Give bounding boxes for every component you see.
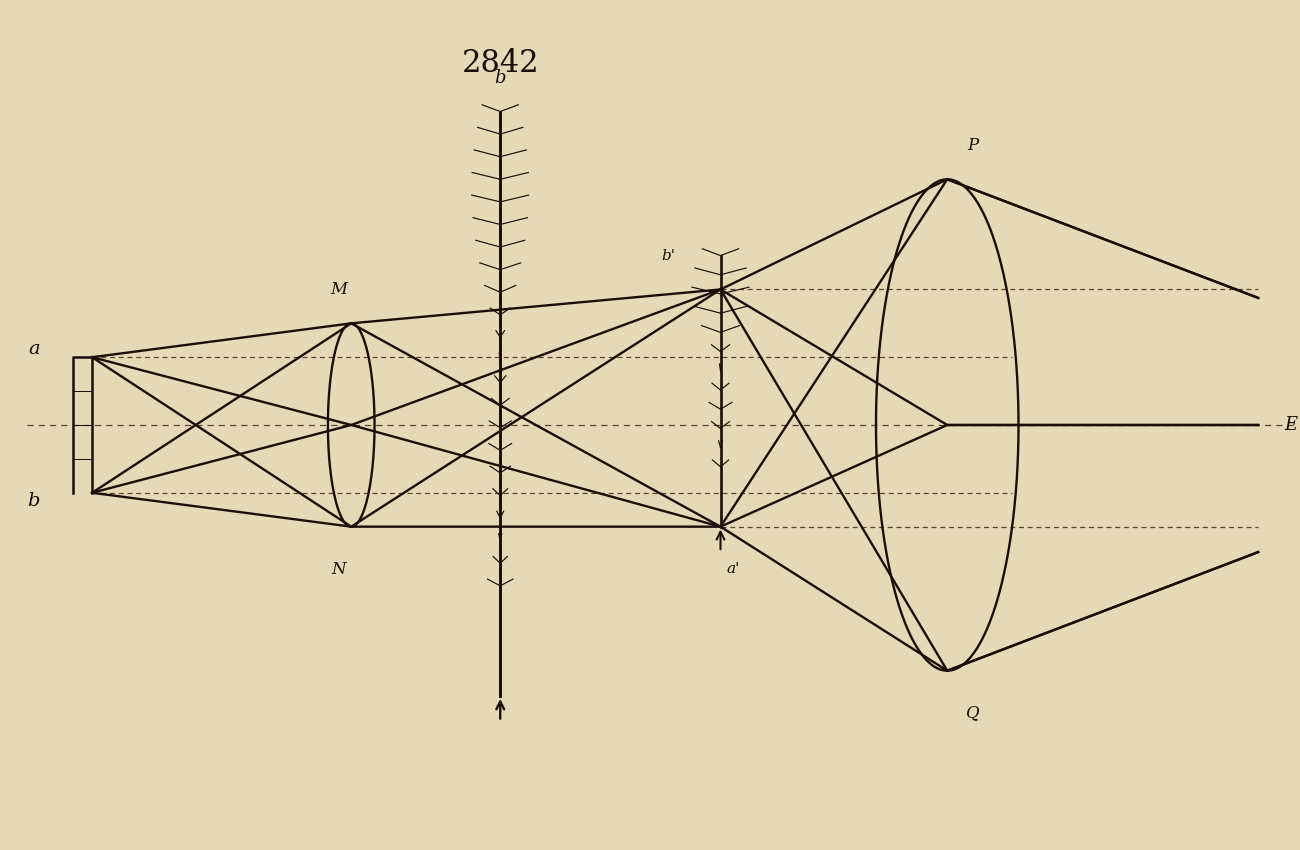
Text: N: N	[332, 560, 346, 577]
Text: b': b'	[662, 248, 676, 263]
Text: E: E	[1284, 416, 1297, 434]
Text: a: a	[29, 340, 39, 358]
Text: 2842: 2842	[462, 48, 540, 79]
Text: b: b	[494, 69, 506, 87]
Text: P: P	[967, 137, 979, 154]
Text: Q: Q	[966, 705, 980, 722]
Text: M: M	[330, 281, 347, 298]
Text: a': a'	[727, 562, 740, 576]
Text: b: b	[27, 492, 40, 510]
